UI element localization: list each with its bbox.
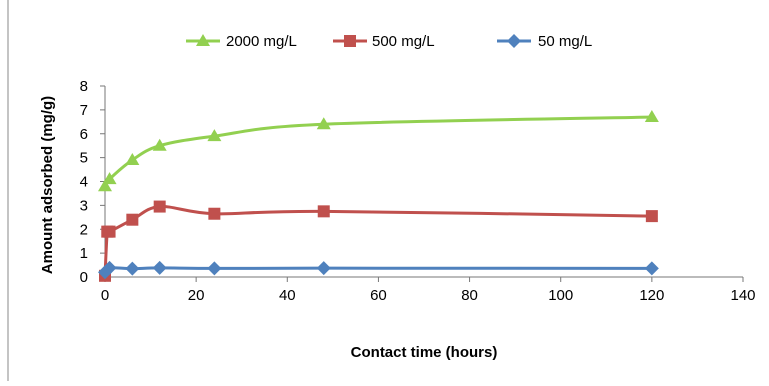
legend-marker xyxy=(507,34,521,48)
data-point xyxy=(153,200,166,213)
x-tick-label: 100 xyxy=(548,287,573,304)
series-line xyxy=(103,115,652,188)
series-group xyxy=(98,110,659,282)
x-ticks: 0 20 40 60 80 100 120 140 xyxy=(101,277,756,304)
x-tick-label: 140 xyxy=(730,287,755,304)
y-tick-label: 7 xyxy=(80,102,88,119)
legend-item: 500 mg/L xyxy=(333,33,435,50)
x-tick-label: 80 xyxy=(461,287,478,304)
legend-label: 50 mg/L xyxy=(538,33,592,50)
data-point xyxy=(98,179,112,192)
data-point xyxy=(208,207,221,220)
y-axis-title: Amount adsorbed (mg/g) xyxy=(39,96,56,274)
y-tick-label: 4 xyxy=(80,174,88,191)
legend-marker xyxy=(196,34,210,46)
data-point xyxy=(317,205,330,218)
y-tick-label: 2 xyxy=(80,221,88,238)
data-point xyxy=(126,213,139,226)
data-point xyxy=(125,261,140,276)
data-point xyxy=(316,261,331,276)
data-point xyxy=(102,172,117,185)
legend: 2000 mg/L 500 mg/L 50 mg/L xyxy=(186,33,592,50)
data-point xyxy=(645,210,658,223)
data-point xyxy=(644,261,659,276)
data-point xyxy=(207,261,222,276)
y-ticks: 0 1 2 3 4 5 6 7 8 xyxy=(80,78,105,286)
data-point xyxy=(102,260,117,275)
legend-item: 2000 mg/L xyxy=(186,33,297,50)
legend-marker xyxy=(344,35,356,47)
data-point xyxy=(103,225,116,238)
x-axis-title: Contact time (hours) xyxy=(351,344,498,361)
data-point xyxy=(152,260,167,275)
series-50-mg-l xyxy=(98,260,659,280)
series-line xyxy=(103,205,652,276)
data-point xyxy=(152,138,167,151)
legend-label: 500 mg/L xyxy=(372,33,435,50)
y-tick-label: 6 xyxy=(80,126,88,143)
data-point xyxy=(644,110,659,123)
axes xyxy=(104,86,743,278)
y-tick-label: 0 xyxy=(80,269,88,286)
y-tick-label: 3 xyxy=(80,197,88,214)
legend-label: 2000 mg/L xyxy=(226,33,297,50)
x-tick-label: 120 xyxy=(639,287,664,304)
y-tick-label: 1 xyxy=(80,245,88,262)
y-tick-label: 8 xyxy=(80,78,88,95)
series-line xyxy=(103,266,652,274)
legend-item: 50 mg/L xyxy=(497,33,592,50)
x-tick-label: 40 xyxy=(279,287,296,304)
x-tick-label: 0 xyxy=(101,287,109,304)
data-point xyxy=(207,129,222,142)
series-500-mg-l xyxy=(99,200,658,282)
x-tick-label: 20 xyxy=(188,287,205,304)
data-point xyxy=(316,117,331,130)
series-2000-mg-l xyxy=(98,110,659,192)
y-tick-label: 5 xyxy=(80,150,88,167)
data-point xyxy=(125,153,140,166)
x-tick-label: 60 xyxy=(370,287,387,304)
